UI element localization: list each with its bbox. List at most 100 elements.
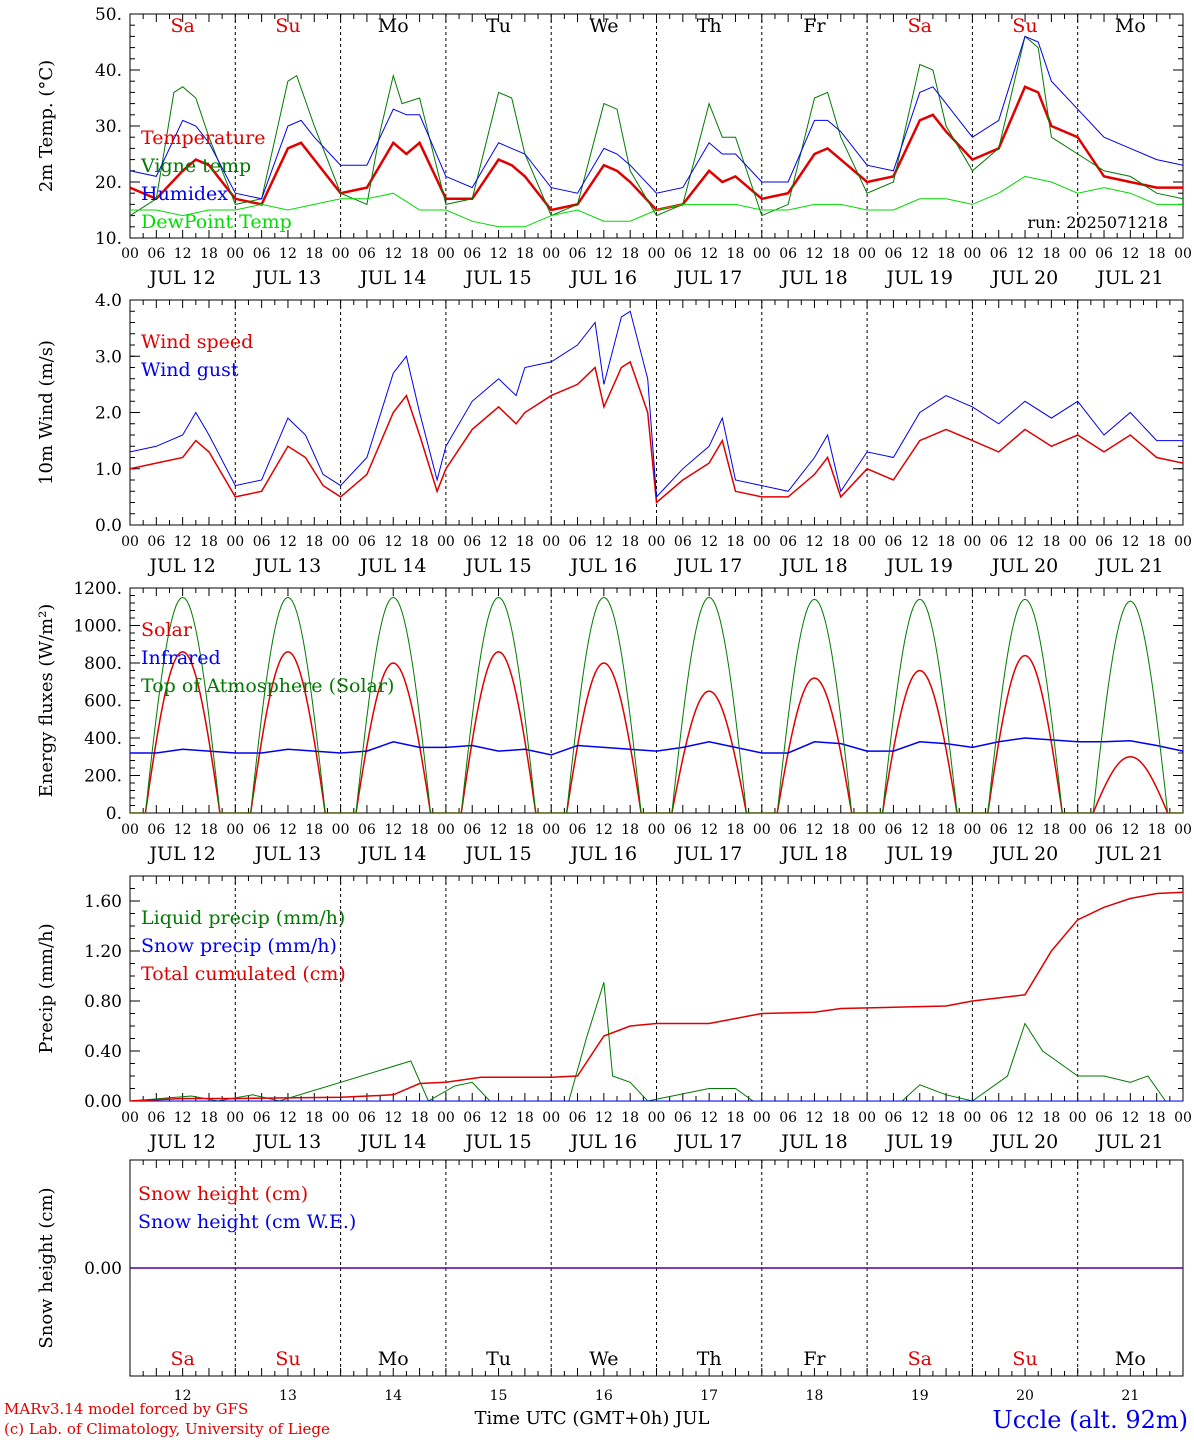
hour-tick-label: 06 bbox=[990, 1110, 1008, 1126]
panel-2: 0.0 1.0 2.0 3.0 4.0 10m Wind (m/s) 00 06 12 18 00 0… bbox=[36, 291, 1192, 577]
y-tick-label: 1.60 bbox=[84, 892, 122, 912]
hour-tick-label: 12 bbox=[174, 822, 192, 838]
hour-tick-label: 12 bbox=[806, 822, 824, 838]
series-solar bbox=[130, 651, 1183, 813]
weekday-label: Th bbox=[697, 15, 722, 37]
y-tick-label: 0.40 bbox=[84, 1042, 122, 1062]
hour-tick-label: 12 bbox=[1016, 246, 1034, 262]
day-number-label: 13 bbox=[279, 1388, 297, 1404]
y-axis-label: Energy fluxes (W/m²) bbox=[36, 604, 57, 798]
hour-tick-label: 06 bbox=[569, 822, 587, 838]
hour-tick-label: 12 bbox=[1121, 246, 1139, 262]
hour-tick-label: 06 bbox=[779, 534, 797, 550]
y-tick-label: 0.80 bbox=[84, 992, 122, 1012]
series-temperature bbox=[130, 85, 1183, 212]
day-date-label: JUL 15 bbox=[463, 843, 531, 865]
weekday-label: Tu bbox=[486, 1348, 511, 1370]
hour-tick-label: 00 bbox=[648, 822, 666, 838]
hour-tick-label: 18 bbox=[937, 246, 955, 262]
hour-tick-label: 12 bbox=[911, 1110, 929, 1126]
series-wind-speed bbox=[130, 360, 1183, 505]
hour-tick-label: 00 bbox=[648, 1110, 666, 1126]
hour-tick-label: 00 bbox=[1069, 534, 1087, 550]
day-date-label: JUL 18 bbox=[779, 843, 847, 865]
day-date-label: JUL 20 bbox=[990, 1131, 1058, 1153]
hour-tick-label: 18 bbox=[516, 534, 534, 550]
day-number-label: 12 bbox=[174, 1388, 192, 1404]
y-tick-label: 1.20 bbox=[84, 942, 122, 962]
hour-tick-label: 18 bbox=[200, 246, 218, 262]
hour-tick-label: 18 bbox=[1148, 1110, 1166, 1126]
y-tick-label: 0.0 bbox=[95, 516, 122, 536]
hour-tick-label: 18 bbox=[200, 822, 218, 838]
hour-tick-label: 18 bbox=[832, 246, 850, 262]
day-date-label: JUL 12 bbox=[147, 267, 215, 289]
day-date-label: JUL 21 bbox=[1095, 843, 1163, 865]
hour-tick-label: 12 bbox=[384, 534, 402, 550]
day-date-label: JUL 13 bbox=[253, 843, 321, 865]
hour-tick-label: 12 bbox=[490, 1110, 508, 1126]
hour-tick-label: 18 bbox=[516, 822, 534, 838]
series-dewpoint-temp bbox=[130, 175, 1183, 228]
hour-tick-label: 12 bbox=[700, 246, 718, 262]
hour-tick-label: 18 bbox=[516, 1110, 534, 1126]
hour-tick-label: 18 bbox=[832, 822, 850, 838]
hour-tick-label: 12 bbox=[279, 1110, 297, 1126]
hour-tick-label: 00 bbox=[858, 534, 876, 550]
day-date-label: JUL 13 bbox=[253, 267, 321, 289]
hour-tick-label: 18 bbox=[832, 534, 850, 550]
hour-tick-label: 18 bbox=[200, 534, 218, 550]
series-humidex bbox=[130, 35, 1183, 200]
run-label: run: 2025071218 bbox=[1027, 213, 1168, 232]
hour-tick-label: 00 bbox=[542, 534, 560, 550]
day-date-label: JUL 17 bbox=[674, 267, 742, 289]
hour-tick-label: 18 bbox=[937, 822, 955, 838]
hour-tick-label: 18 bbox=[411, 822, 429, 838]
hour-tick-label: 06 bbox=[463, 246, 481, 262]
hour-tick-label: 18 bbox=[832, 1110, 850, 1126]
series-top-of-atmosphere-solar bbox=[130, 596, 1183, 813]
y-axis-label: 2m Temp. (°C) bbox=[36, 60, 57, 192]
panel-4: 0.00 0.40 0.80 1.20 1.60 Precip (mm/h) 00 06 12 1… bbox=[36, 875, 1192, 1153]
hour-tick-label: 00 bbox=[437, 534, 455, 550]
hour-tick-label: 12 bbox=[490, 246, 508, 262]
panel-5: 0.00 Snow height (cm) 12 Sa 13 Su 14 Mo 15 Tu 16 We… bbox=[36, 1159, 1184, 1404]
day-number-label: 21 bbox=[1121, 1388, 1139, 1404]
hour-tick-label: 18 bbox=[305, 822, 323, 838]
hour-tick-label: 00 bbox=[753, 246, 771, 262]
weekday-label: Mo bbox=[1115, 15, 1146, 37]
hour-tick-label: 12 bbox=[384, 246, 402, 262]
hour-tick-label: 12 bbox=[174, 246, 192, 262]
hour-tick-label: 12 bbox=[384, 1110, 402, 1126]
hour-tick-label: 00 bbox=[963, 534, 981, 550]
hour-tick-label: 00 bbox=[1174, 822, 1192, 838]
day-number-label: 16 bbox=[595, 1388, 613, 1404]
legend-item: Humidex bbox=[141, 183, 228, 205]
hour-tick-label: 06 bbox=[463, 1110, 481, 1126]
hour-tick-label: 06 bbox=[569, 1110, 587, 1126]
weekday-label: Mo bbox=[378, 15, 409, 37]
hour-tick-label: 12 bbox=[595, 822, 613, 838]
y-tick-label: 600. bbox=[84, 692, 122, 712]
hour-tick-label: 18 bbox=[1148, 246, 1166, 262]
weekday-label: Th bbox=[697, 1348, 722, 1370]
hour-tick-label: 18 bbox=[727, 1110, 745, 1126]
y-tick-label: 0. bbox=[106, 804, 122, 824]
day-date-label: JUL 20 bbox=[990, 555, 1058, 577]
hour-tick-label: 00 bbox=[648, 246, 666, 262]
weekday-label: Su bbox=[275, 1348, 300, 1370]
hour-tick-label: 00 bbox=[332, 534, 350, 550]
legend-item: Top of Atmosphere (Solar) bbox=[141, 675, 394, 697]
hour-tick-label: 18 bbox=[727, 534, 745, 550]
hour-tick-label: 12 bbox=[1016, 1110, 1034, 1126]
hour-tick-label: 06 bbox=[147, 822, 165, 838]
y-axis-label: Precip (mm/h) bbox=[36, 923, 57, 1053]
hour-tick-label: 00 bbox=[963, 246, 981, 262]
hour-tick-label: 06 bbox=[779, 1110, 797, 1126]
hour-tick-label: 00 bbox=[121, 1110, 139, 1126]
y-tick-label: 1200. bbox=[73, 579, 122, 599]
hour-tick-label: 06 bbox=[253, 534, 271, 550]
hour-tick-label: 00 bbox=[542, 246, 560, 262]
hour-tick-label: 00 bbox=[1174, 1110, 1192, 1126]
footer-line-2: (c) Lab. of Climatology, University of L… bbox=[4, 1420, 330, 1438]
